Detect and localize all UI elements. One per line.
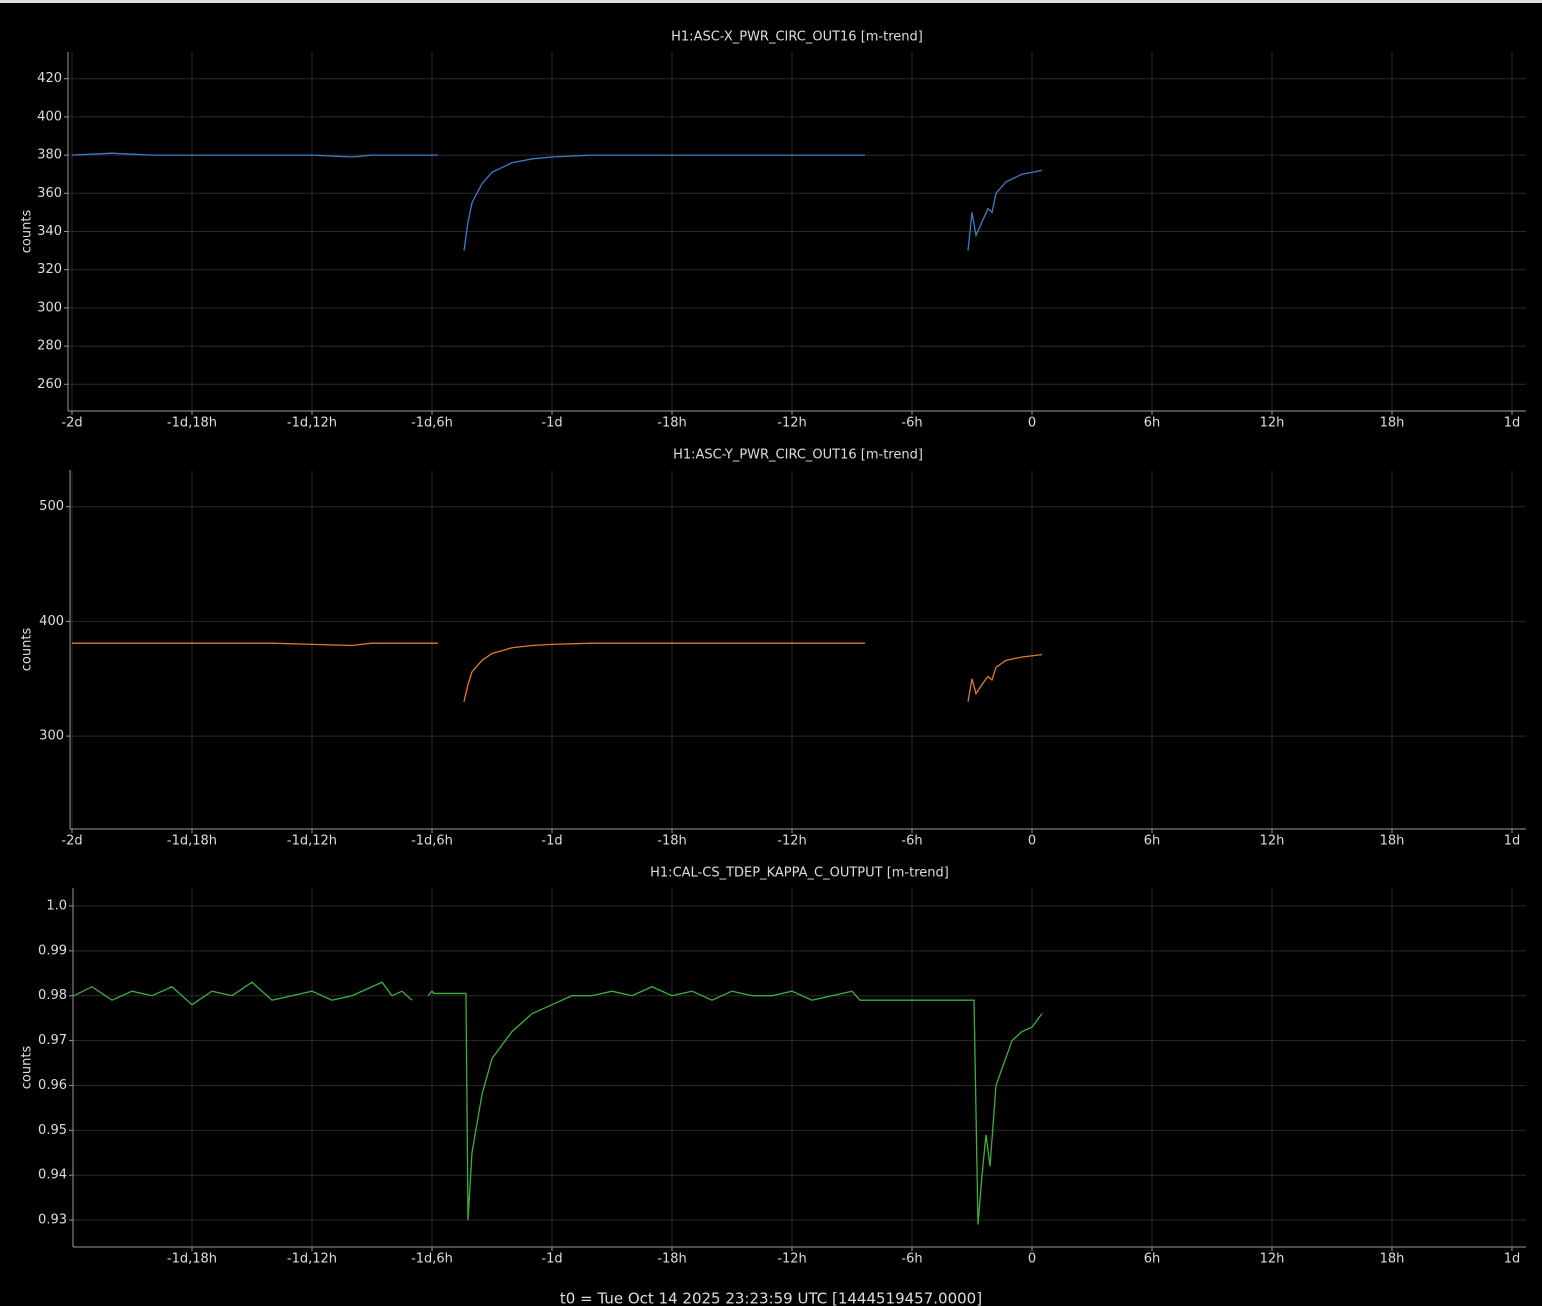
y-tick-label: 300 <box>37 300 62 315</box>
x-tick-label: 18h <box>1380 416 1405 431</box>
y-tick-label: 0.93 <box>38 1213 67 1228</box>
x-tick-label: 0 <box>1028 1252 1036 1267</box>
x-tick-label: -2d <box>61 416 82 431</box>
y-tick-label: 380 <box>37 148 62 163</box>
x-tick-label: -18h <box>657 416 686 431</box>
x-tick-label: -6h <box>901 416 922 431</box>
y-tick-label: 400 <box>37 109 62 124</box>
x-tick-label: -1d <box>541 1252 562 1267</box>
y-axis-label: counts <box>20 210 35 254</box>
x-tick-label: 0 <box>1028 416 1036 431</box>
plot-area <box>72 642 1043 702</box>
x-tick-label: -12h <box>777 834 806 849</box>
x-tick-label: 1d <box>1504 834 1521 849</box>
x-tick-label: -1d,12h <box>287 1252 337 1267</box>
x-tick-label: -1d <box>541 416 562 431</box>
x-tick-label: 12h <box>1260 834 1285 849</box>
y-tick-label: 0.97 <box>38 1033 67 1048</box>
x-tick-label: 6h <box>1144 416 1161 431</box>
x-tick-label: -1d,18h <box>167 1252 217 1267</box>
chart-title: H1:ASC-X_PWR_CIRC_OUT16 [m-trend] <box>671 30 923 45</box>
y-tick-label: 300 <box>39 729 64 744</box>
chart-title: H1:ASC-Y_PWR_CIRC_OUT16 [m-trend] <box>673 448 923 463</box>
y-tick-label: 1.0 <box>46 898 67 913</box>
y-tick-label: 500 <box>39 499 64 514</box>
plot-area <box>71 152 1043 251</box>
y-tick-label: 340 <box>37 224 62 239</box>
data-line <box>71 152 1043 251</box>
chart-title: H1:CAL-CS_TDEP_KAPPA_C_OUTPUT [m-trend] <box>650 866 949 881</box>
x-tick-label: -6h <box>901 834 922 849</box>
x-tick-label: -1d,6h <box>411 834 453 849</box>
x-tick-label: -12h <box>777 1252 806 1267</box>
x-tick-label: -1d <box>541 834 562 849</box>
y-tick-label: 0.98 <box>38 988 67 1003</box>
x-tick-label: 12h <box>1260 416 1285 431</box>
y-tick-label: 360 <box>37 186 62 201</box>
x-tick-label: 0 <box>1028 834 1036 849</box>
y-tick-label: 400 <box>39 614 64 629</box>
y-axis-label: counts <box>20 1046 35 1090</box>
data-line <box>73 981 1043 1225</box>
plot-area <box>73 981 1043 1225</box>
window-border <box>0 0 1542 3</box>
x-tick-label: -1d,18h <box>167 834 217 849</box>
x-tick-label: 18h <box>1380 834 1405 849</box>
y-tick-label: 260 <box>37 377 62 392</box>
x-tick-label: 1d <box>1504 1252 1521 1267</box>
x-tick-label: -12h <box>777 416 806 431</box>
x-tick-label: -6h <box>901 1252 922 1267</box>
x-tick-label: 6h <box>1144 1252 1161 1267</box>
x-tick-label: 1d <box>1504 416 1521 431</box>
y-tick-label: 0.95 <box>38 1123 67 1138</box>
x-tick-label: 6h <box>1144 834 1161 849</box>
x-tick-label: -18h <box>657 1252 686 1267</box>
x-tick-label: -1d,6h <box>411 416 453 431</box>
x-tick-label: 12h <box>1260 1252 1285 1267</box>
y-axis-label: counts <box>20 628 35 672</box>
y-tick-label: 0.96 <box>38 1078 67 1093</box>
x-tick-label: -1d,12h <box>287 834 337 849</box>
x-tick-label: -1d,18h <box>167 416 217 431</box>
y-tick-label: 0.99 <box>38 943 67 958</box>
y-tick-label: 320 <box>37 262 62 277</box>
data-line <box>72 642 1043 702</box>
x-tick-label: -1d,6h <box>411 1252 453 1267</box>
y-tick-label: 420 <box>37 71 62 86</box>
y-tick-label: 0.94 <box>38 1168 67 1183</box>
x-tick-label: -1d,12h <box>287 416 337 431</box>
footer: t0 = Tue Oct 14 2025 23:23:59 UTC [14445… <box>560 1290 982 1306</box>
x-tick-label: -18h <box>657 834 686 849</box>
x-tick-label: -2d <box>61 834 82 849</box>
x-tick-label: 18h <box>1380 1252 1405 1267</box>
y-tick-label: 280 <box>37 339 62 354</box>
